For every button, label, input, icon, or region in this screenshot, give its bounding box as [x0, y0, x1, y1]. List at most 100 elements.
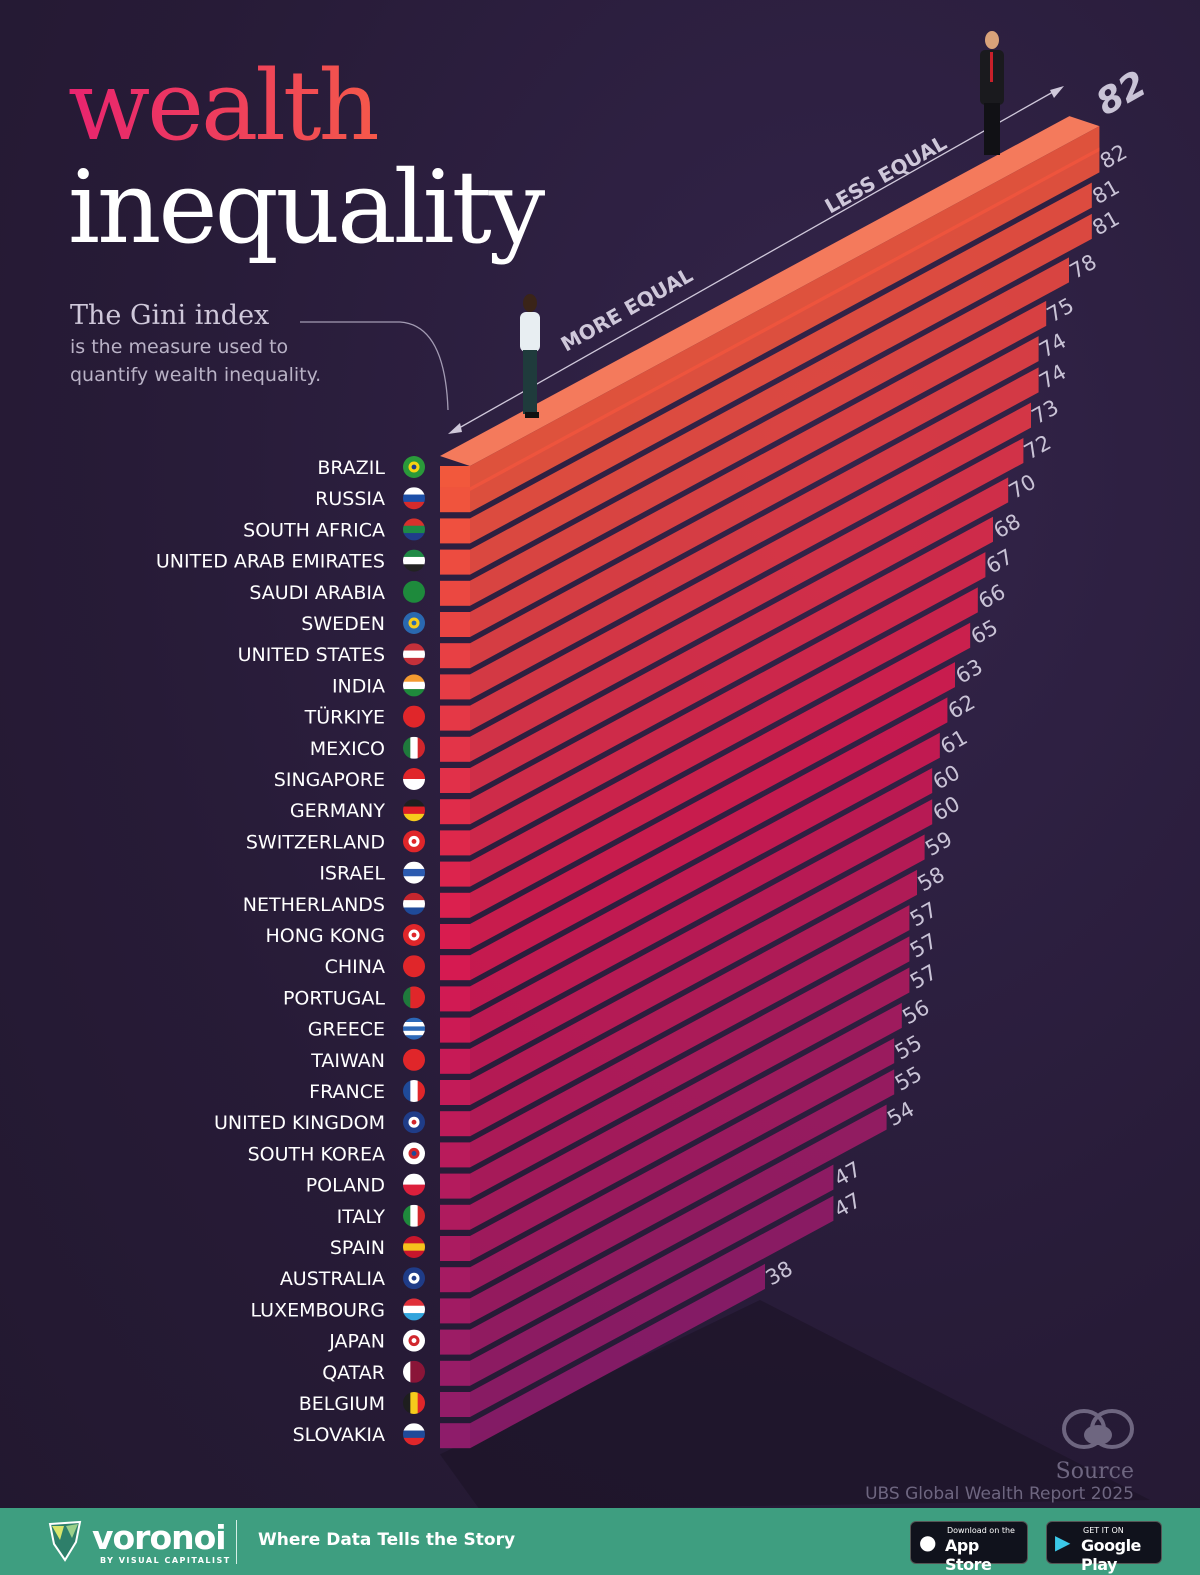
source-block: Source UBS Global Wealth Report 2025: [865, 1405, 1134, 1504]
flag-united-kingdom-icon: [403, 1111, 425, 1134]
country-label: FRANCE: [309, 1081, 385, 1103]
value-label: 57: [906, 929, 941, 963]
value-label: 59: [921, 827, 956, 861]
flag-india-icon: [403, 674, 425, 697]
voronoi-logo-icon: [48, 1520, 82, 1562]
value-label: 66: [974, 580, 1009, 614]
flag-hong-kong-icon: [403, 924, 425, 946]
bar-front-face: [440, 612, 470, 637]
bar-front-face: [440, 1142, 470, 1168]
arrow-left-icon: [448, 423, 462, 434]
country-label: PORTUGAL: [283, 987, 385, 1009]
flag-brazil-icon: [403, 456, 425, 478]
flag-belgium-icon: [403, 1392, 425, 1414]
bar-front-face: [440, 1048, 470, 1074]
value-label: 72: [1020, 430, 1055, 464]
bar: [470, 799, 933, 1074]
bar: [470, 697, 948, 981]
google-play-button[interactable]: ▶ GET IT ON Google Play: [1046, 1521, 1162, 1574]
country-label: UNITED ARAB EMIRATES: [156, 551, 385, 573]
bar-front-face: [440, 643, 470, 669]
value-label: 82: [1090, 64, 1154, 124]
country-label: SPAIN: [330, 1237, 385, 1259]
bar: [470, 1263, 765, 1449]
gini-explainer: The Gini index is the measure used to qu…: [70, 300, 330, 389]
bar: [470, 905, 910, 1168]
bar-front-face: [440, 549, 470, 575]
value-label: 74: [1035, 360, 1070, 394]
country-label: QATAR: [322, 1362, 385, 1384]
visual-capitalist-mark-icon: [1062, 1409, 1134, 1449]
bar-front-face: [440, 1423, 470, 1449]
bar-front-face: [440, 1017, 470, 1043]
country-label: GERMANY: [290, 800, 386, 822]
bar: [470, 936, 910, 1199]
country-label: SOUTH AFRICA: [243, 519, 385, 541]
bar-front-face: [440, 1329, 470, 1355]
bar-front-face: [440, 768, 470, 793]
value-label: 56: [898, 995, 933, 1029]
value-label: 81: [1088, 175, 1123, 209]
flag-singapore-icon: [403, 768, 425, 790]
flag-china-icon: [403, 955, 425, 978]
country-label: RUSSIA: [315, 488, 385, 510]
bar-front-face: [440, 518, 470, 544]
bar: [470, 300, 1047, 637]
flag-spain-icon: [403, 1236, 425, 1258]
arrow-right-icon: [1050, 86, 1064, 98]
value-label: 47: [830, 1157, 865, 1191]
value-label: 60: [929, 760, 964, 794]
flag-germany-icon: [403, 799, 425, 822]
apple-icon: ●: [919, 1530, 937, 1554]
value-label: 74: [1035, 328, 1070, 362]
flag-australia-icon: [403, 1267, 425, 1290]
bar: [470, 182, 1092, 544]
country-label: JAPAN: [328, 1331, 385, 1353]
footer-divider: [236, 1520, 237, 1564]
flag-uae-icon: [403, 549, 425, 572]
country-labels: BRAZIL RUSSIA SOUTH AFRICA UNITED ARAB EMIR…: [156, 456, 425, 1446]
title-wealth: wealth: [68, 50, 380, 162]
country-label: ISRAEL: [319, 863, 385, 885]
flag-south-africa-icon: [403, 518, 425, 541]
country-label: TÜRKIYE: [304, 706, 385, 729]
bar-front-face: [440, 736, 470, 762]
bar-front-face: [440, 1236, 470, 1261]
bar-front-face: [440, 861, 470, 887]
source-label: Source: [1055, 1459, 1134, 1484]
value-label: 78: [1066, 250, 1101, 284]
bar: [470, 257, 1069, 606]
bar: [470, 1104, 887, 1355]
value-label: 65: [967, 615, 1002, 649]
flag-france-icon: [403, 1080, 425, 1102]
tagline: Where Data Tells the Story: [258, 1530, 516, 1550]
flag-turkiye-icon: [403, 705, 425, 728]
country-label: CHINA: [325, 956, 385, 978]
country-label: UNITED STATES: [238, 644, 385, 666]
bar-shadow: [440, 1300, 1150, 1510]
bar-front-face: [440, 955, 470, 981]
value-label: 68: [990, 509, 1025, 543]
flag-taiwan-icon: [403, 1048, 425, 1071]
bar-front-face: [440, 924, 470, 949]
bar-front-face: [440, 799, 470, 825]
bar: [470, 477, 1009, 793]
app-store-label: App Store: [945, 1536, 992, 1574]
country-label: SINGAPORE: [274, 769, 385, 791]
flag-sweden-icon: [403, 612, 425, 634]
bar: [470, 367, 1039, 700]
bar: [470, 1069, 895, 1324]
value-label: 62: [944, 690, 979, 724]
source-text: UBS Global Wealth Report 2025: [865, 1484, 1134, 1504]
bar-front-face: [440, 1267, 470, 1293]
brand-subtitle: BY VISUAL CAPITALIST: [100, 1556, 231, 1565]
value-label: 38: [762, 1256, 797, 1290]
bar-front-face: [440, 1392, 470, 1417]
bar-front-face: [440, 986, 470, 1012]
bar: [470, 213, 1092, 575]
man-figure-icon: [980, 31, 1004, 155]
google-play-small-text: GET IT ON: [1083, 1526, 1124, 1535]
bar-front-face: [440, 466, 470, 491]
app-store-button[interactable]: ● Download on the App Store: [910, 1521, 1028, 1574]
bar-top-face: [440, 116, 1100, 467]
